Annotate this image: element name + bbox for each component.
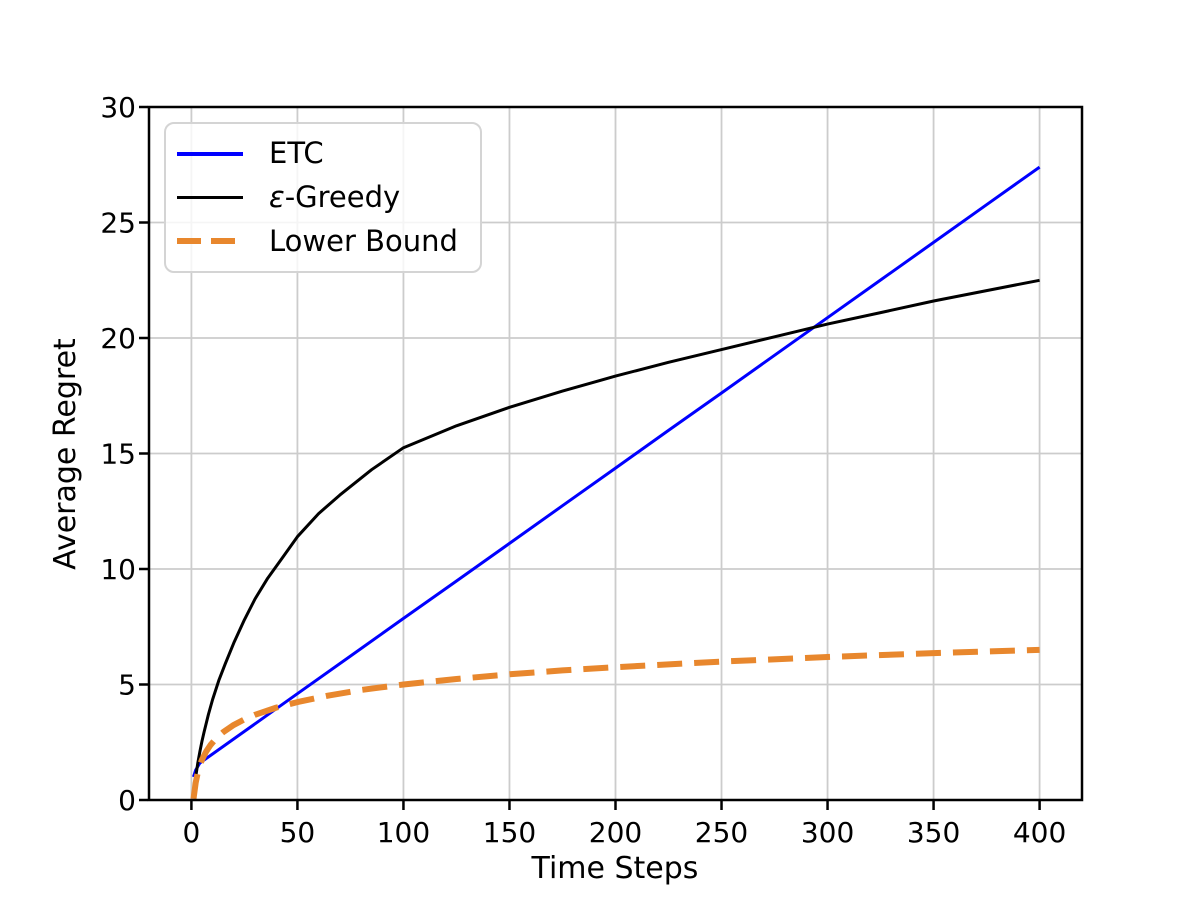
legend-item-lower-bound: Lower Bound [177,220,470,262]
series-line-lower-bound [190,646,1040,800]
y-tick-label: 10 [100,553,136,586]
series-line-etc [192,165,1041,778]
x-tick-label: 350 [907,816,960,849]
series-line--greedy [192,278,1040,792]
grid [149,106,1082,801]
legend-item--greedy: ε-Greedy [177,176,470,218]
y-tick-label: 20 [100,322,136,355]
x-tick-label: 200 [589,816,642,849]
x-tick-label: 100 [377,816,430,849]
legend-line-sample [177,238,243,245]
tick-labels: 0 50 100 150 200 250 300 350 400 0 5 10 15 20 25 30 [100,91,1066,849]
legend-item-etc: ETC [177,133,470,175]
series-lines [190,165,1041,800]
legend-label: ETC [269,136,324,171]
plot-border [147,105,1084,802]
y-axis-label: Average Regret [48,338,83,570]
legend-line-sample [177,195,243,200]
legend-label: Lower Bound [269,223,458,258]
y-tick-label: 15 [100,438,136,471]
axes-spines-and-ticks [139,105,1084,810]
legend-line-sample [177,152,243,156]
x-tick-label: 50 [280,816,316,849]
x-tick-label: 400 [1013,816,1066,849]
x-tick-label: 150 [483,816,536,849]
legend-label: ε-Greedy [269,179,401,214]
x-tick-label: 300 [801,816,854,849]
x-axis-label: Time Steps [531,851,699,886]
y-tick-label: 25 [100,207,136,240]
y-tick-label: 5 [118,669,136,702]
y-tick-label: 30 [100,91,136,124]
x-tick-label: 250 [695,816,748,849]
y-tick-label: 0 [118,784,136,817]
legend: ETC ε-Greedy Lower Bound [164,122,482,273]
x-tick-label: 0 [182,816,200,849]
legend-label-italic-epsilon: ε [269,179,285,214]
